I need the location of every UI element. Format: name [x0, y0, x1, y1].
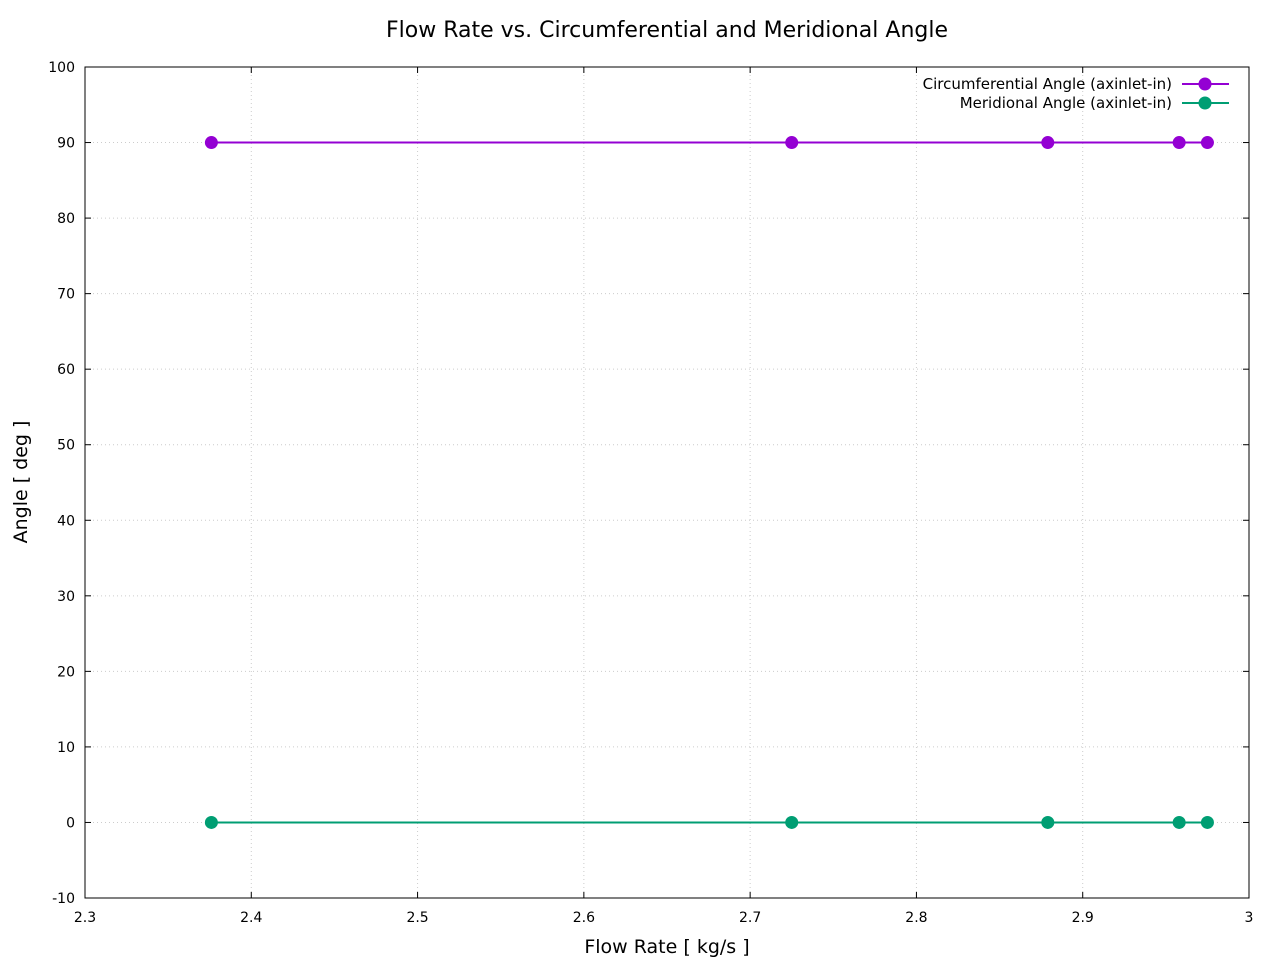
legend-label: Circumferential Angle (axinlet-in) [923, 75, 1172, 93]
y-tick-label: -10 [52, 891, 75, 907]
y-axis-label: Angle [ deg ] [10, 421, 32, 544]
data-point [785, 815, 799, 829]
data-point [785, 136, 799, 150]
data-point [204, 136, 218, 150]
y-tick-label: 100 [48, 60, 75, 76]
x-tick-label: 2.7 [739, 910, 761, 926]
x-tick-label: 2.4 [240, 910, 262, 926]
data-point [204, 815, 218, 829]
series-group [204, 136, 1214, 829]
data-point [1200, 815, 1214, 829]
data-point [1172, 136, 1186, 150]
x-tick-label: 2.6 [573, 910, 595, 926]
x-tick-label: 2.8 [905, 910, 927, 926]
y-tick-label: 90 [57, 136, 75, 152]
x-axis-label: Flow Rate [ kg/s ] [584, 936, 749, 958]
data-point [1041, 136, 1055, 150]
legend-label: Meridional Angle (axinlet-in) [960, 94, 1172, 112]
y-tick-label: 40 [57, 513, 75, 529]
y-tick-label: 30 [57, 589, 75, 605]
x-tick-label: 2.5 [406, 910, 428, 926]
y-tick-label: 70 [57, 287, 75, 303]
y-tick-label: 60 [57, 362, 75, 378]
chart-title: Flow Rate vs. Circumferential and Meridi… [386, 18, 948, 43]
x-tick-label: 2.9 [1072, 910, 1094, 926]
grid [85, 67, 1249, 898]
data-point [1041, 815, 1055, 829]
y-tick-label: 20 [57, 664, 75, 680]
legend: Circumferential Angle (axinlet-in)Meridi… [923, 75, 1229, 112]
y-tick-label: 80 [57, 211, 75, 227]
data-point [1200, 136, 1214, 150]
legend-swatch-marker [1198, 77, 1212, 91]
x-tick-label: 2.3 [74, 910, 96, 926]
data-point [1172, 815, 1186, 829]
y-tick-label: 0 [66, 815, 75, 831]
x-tick-label: 3 [1245, 910, 1254, 926]
plot-frame [84, 66, 1250, 899]
legend-swatch-marker [1198, 96, 1212, 110]
axis-ticks: 2.3 2.4 2.5 2.6 2.7 2.8 2.9 3 -10 0 10 20 30 40 50 60 70… [48, 60, 1253, 926]
y-tick-label: 50 [57, 438, 75, 454]
y-tick-label: 10 [57, 740, 75, 756]
